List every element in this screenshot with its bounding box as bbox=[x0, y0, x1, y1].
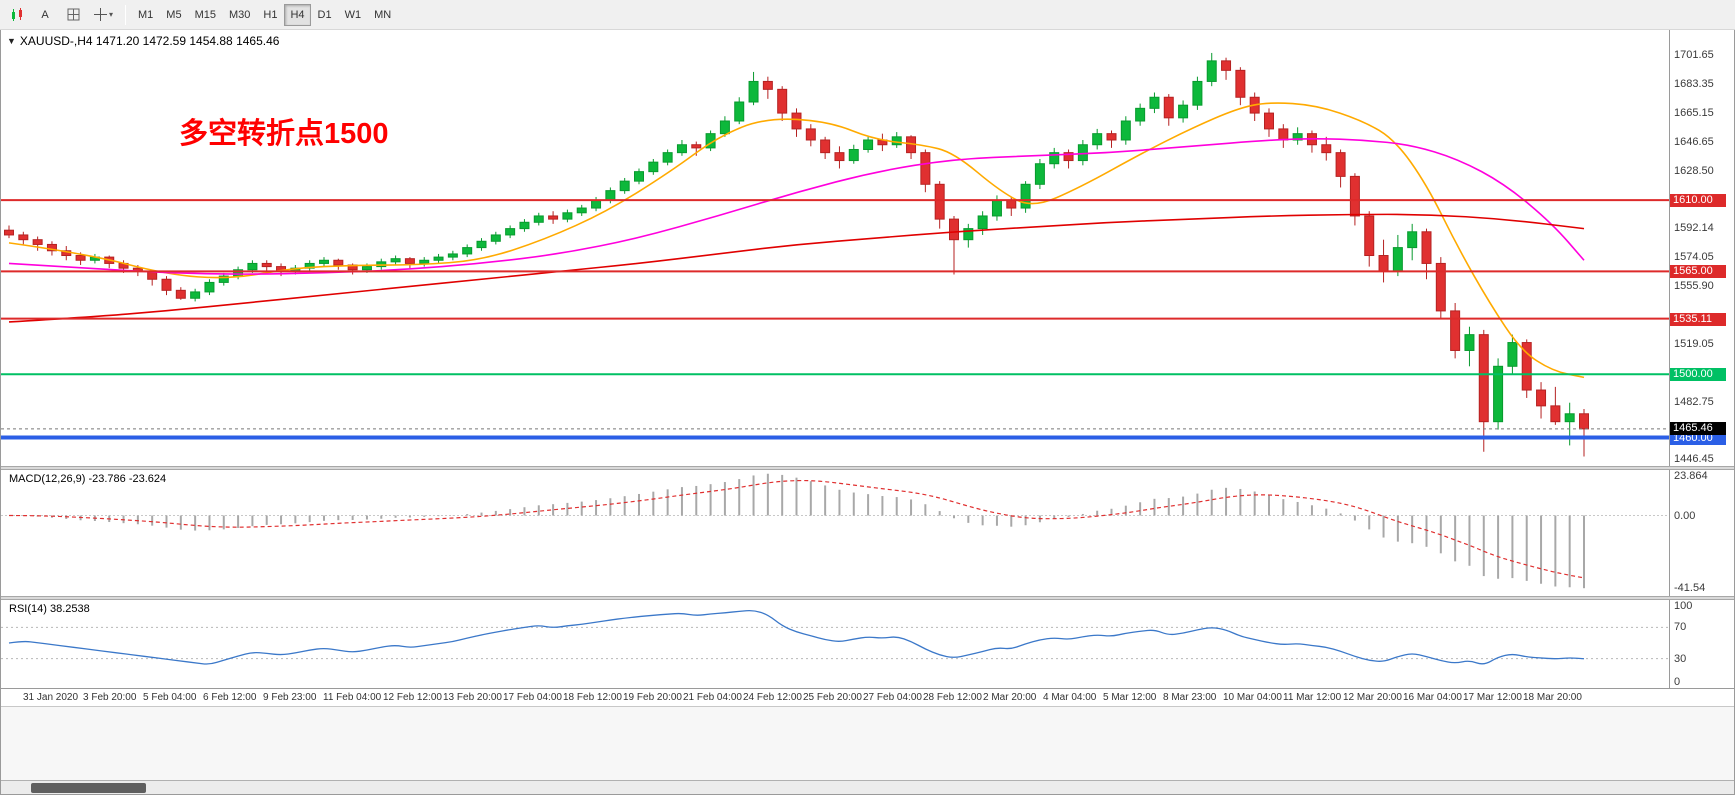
rsi-svg[interactable] bbox=[1, 600, 1671, 688]
timeframe-m30-button[interactable]: M30 bbox=[223, 4, 256, 26]
price-tick: 1519.05 bbox=[1674, 338, 1714, 351]
price-badge-1610.00[interactable]: 1610.00 bbox=[1670, 194, 1726, 208]
timeframe-m5-button[interactable]: M5 bbox=[160, 4, 187, 26]
time-label: 12 Feb 12:00 bbox=[383, 692, 442, 703]
macd-label: MACD(12,26,9) -23.786 -23.624 bbox=[9, 473, 167, 485]
time-label: 2 Mar 20:00 bbox=[983, 692, 1037, 703]
time-label: 19 Feb 20:00 bbox=[623, 692, 682, 703]
timeframe-d1-button[interactable]: D1 bbox=[312, 4, 338, 26]
toolbar-separator bbox=[125, 4, 127, 25]
panel-splitter-rsi[interactable] bbox=[1, 596, 1734, 600]
chart-type-button[interactable] bbox=[4, 4, 30, 26]
price-badge-1500.00[interactable]: 1500.00 bbox=[1670, 368, 1726, 382]
crosshair-dropdown-button[interactable]: ▾ bbox=[88, 4, 119, 26]
crosshair-icon bbox=[94, 8, 107, 21]
price-tick: 1665.15 bbox=[1674, 106, 1714, 119]
price-chart-svg[interactable] bbox=[1, 30, 1671, 466]
time-label: 28 Feb 12:00 bbox=[923, 692, 982, 703]
timeframe-m15-button[interactable]: M15 bbox=[189, 4, 222, 26]
bottom-filler bbox=[1, 706, 1734, 780]
rsi-axis: 100 70 30 0 bbox=[1669, 600, 1734, 688]
rsi-label: RSI(14) 38.2538 bbox=[9, 603, 90, 615]
time-label: 11 Mar 12:00 bbox=[1283, 692, 1342, 703]
annotation-text: 多空转折点1500 bbox=[179, 118, 389, 150]
macd-axis-tick: 23.864 bbox=[1674, 470, 1708, 482]
horizontal-scrollbar[interactable] bbox=[1, 780, 1734, 794]
time-label: 10 Mar 04:00 bbox=[1223, 692, 1282, 703]
price-tick: 1555.90 bbox=[1674, 279, 1714, 292]
timeframe-h1-button[interactable]: H1 bbox=[257, 4, 283, 26]
time-label: 3 Feb 20:00 bbox=[83, 692, 137, 703]
cursor-a-label: A bbox=[41, 8, 49, 21]
price-tick: 1482.75 bbox=[1674, 395, 1714, 408]
time-label: 6 Feb 12:00 bbox=[203, 692, 257, 703]
rsi-axis-tick: 30 bbox=[1674, 652, 1687, 665]
panel-splitter-macd[interactable] bbox=[1, 466, 1734, 470]
time-label: 4 Mar 04:00 bbox=[1043, 692, 1097, 703]
price-tick: 1628.50 bbox=[1674, 164, 1714, 177]
symbol-ohlc-text: XAUUSD-,H4 1471.20 1472.59 1454.88 1465.… bbox=[19, 34, 280, 48]
price-tick: 1683.35 bbox=[1674, 78, 1714, 91]
price-tick: 1592.14 bbox=[1674, 222, 1714, 235]
price-tick: 1701.65 bbox=[1674, 49, 1714, 62]
main-chart-panel[interactable]: ▼ XAUUSD-,H4 1471.20 1472.59 1454.88 146… bbox=[1, 30, 1734, 466]
cursor-a-button[interactable]: A bbox=[32, 4, 58, 26]
horizontal-scrollbar-thumb[interactable] bbox=[31, 783, 146, 793]
time-label: 5 Feb 04:00 bbox=[143, 692, 197, 703]
macd-axis: 23.864 0.00 -41.54 bbox=[1669, 470, 1734, 596]
chart-area: ▼ XAUUSD-,H4 1471.20 1472.59 1454.88 146… bbox=[0, 30, 1735, 795]
collapse-triangle-icon[interactable]: ▼ bbox=[7, 36, 16, 46]
macd-panel[interactable]: MACD(12,26,9) -23.786 -23.624 23.864 0.00… bbox=[1, 470, 1734, 596]
time-label: 13 Feb 20:00 bbox=[443, 692, 502, 703]
grid-icon bbox=[67, 8, 79, 21]
rsi-panel[interactable]: RSI(14) 38.2538 100 70 30 0 bbox=[1, 600, 1734, 688]
candlestick-chart-icon bbox=[12, 7, 22, 21]
time-label: 17 Mar 12:00 bbox=[1463, 692, 1522, 703]
macd-histogram-group bbox=[22, 473, 1585, 589]
time-label: 9 Feb 23:00 bbox=[263, 692, 317, 703]
price-badge-1565.00[interactable]: 1565.00 bbox=[1670, 265, 1726, 279]
time-axis[interactable]: 31 Jan 2020 3 Feb 20:00 5 Feb 04:00 6 Feb 1… bbox=[1, 688, 1734, 706]
macd-axis-tick: -41.54 bbox=[1674, 582, 1706, 595]
rsi-axis-tick: 70 bbox=[1674, 621, 1687, 634]
current-price-badge: 1465.46 bbox=[1670, 421, 1726, 435]
time-label: 31 Jan 2020 bbox=[23, 692, 79, 703]
macd-signal-line bbox=[8, 479, 1585, 579]
ma-mid-magenta bbox=[8, 138, 1585, 275]
rsi-axis-tick: 0 bbox=[1674, 676, 1681, 688]
rsi-axis-tick: 100 bbox=[1674, 600, 1693, 612]
time-label: 17 Feb 04:00 bbox=[503, 692, 562, 703]
timeframe-h4-button[interactable]: H4 bbox=[284, 3, 311, 26]
rsi-line bbox=[8, 609, 1585, 665]
time-label: 18 Feb 12:00 bbox=[563, 692, 622, 703]
macd-axis-tick: 0.00 bbox=[1674, 509, 1696, 522]
time-label: 16 Mar 04:00 bbox=[1403, 692, 1462, 703]
price-axis: 1701.65 1683.35 1665.15 1646.65 1628.50 1592.… bbox=[1669, 30, 1734, 466]
time-label: 11 Feb 04:00 bbox=[323, 692, 382, 703]
time-label: 18 Mar 20:00 bbox=[1523, 692, 1582, 703]
price-tick: 1574.05 bbox=[1674, 251, 1714, 264]
ma-slow-red bbox=[8, 213, 1585, 323]
grid-button[interactable] bbox=[60, 4, 86, 26]
timeframe-w1-button[interactable]: W1 bbox=[339, 4, 368, 26]
chart-title: ▼ XAUUSD-,H4 1471.20 1472.59 1454.88 146… bbox=[7, 34, 279, 48]
chevron-down-icon: ▾ bbox=[109, 10, 114, 19]
timeframe-m1-button[interactable]: M1 bbox=[132, 4, 159, 26]
timeframe-mn-button[interactable]: MN bbox=[368, 4, 397, 26]
ma-fast-orange bbox=[8, 102, 1585, 379]
toolbar: A ▾ M1 M5 M15 M30 H1 H4 D1 W1 MN bbox=[0, 0, 1735, 30]
time-label: 12 Mar 20:00 bbox=[1343, 692, 1402, 703]
time-label: 25 Feb 20:00 bbox=[803, 692, 862, 703]
timeframe-group: M1 M5 M15 M30 H1 H4 D1 W1 MN bbox=[132, 3, 397, 26]
price-tick: 1646.65 bbox=[1674, 136, 1714, 149]
time-label: 8 Mar 23:00 bbox=[1163, 692, 1217, 703]
time-label: 24 Feb 12:00 bbox=[743, 692, 802, 703]
price-badge-1535.11[interactable]: 1535.11 bbox=[1670, 312, 1726, 326]
time-label: 5 Mar 12:00 bbox=[1103, 692, 1157, 703]
macd-svg[interactable] bbox=[1, 470, 1671, 596]
time-label: 27 Feb 04:00 bbox=[863, 692, 922, 703]
time-label: 21 Feb 04:00 bbox=[683, 692, 742, 703]
price-tick: 1446.45 bbox=[1674, 452, 1714, 465]
